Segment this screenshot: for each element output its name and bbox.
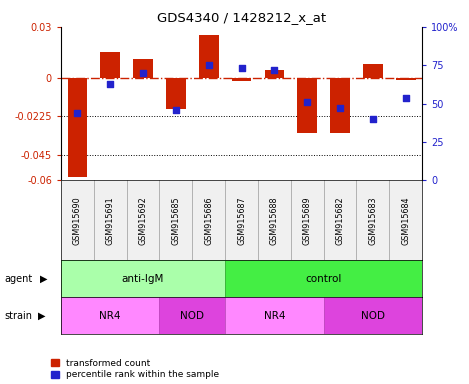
Text: NR4: NR4	[264, 311, 285, 321]
Text: NOD: NOD	[361, 311, 385, 321]
Text: GSM915692: GSM915692	[138, 196, 148, 245]
Bar	[396, 78, 416, 80]
Text: GSM915687: GSM915687	[237, 196, 246, 245]
Bar	[199, 35, 219, 78]
Text: GSM915688: GSM915688	[270, 196, 279, 245]
Bar	[297, 78, 317, 133]
Text: GSM915682: GSM915682	[335, 196, 345, 245]
Bar	[100, 53, 120, 78]
Bar	[61, 297, 159, 334]
Text: GSM915689: GSM915689	[303, 196, 312, 245]
Bar	[68, 78, 87, 177]
Legend: transformed count, percentile rank within the sample: transformed count, percentile rank withi…	[52, 359, 219, 379]
Text: agent: agent	[5, 274, 33, 284]
Bar	[61, 260, 225, 297]
Text: GSM915683: GSM915683	[368, 196, 378, 245]
Text: GSM915685: GSM915685	[171, 196, 181, 245]
Point	[271, 67, 278, 73]
Text: GSM915691: GSM915691	[106, 196, 115, 245]
Text: ▶: ▶	[38, 311, 46, 321]
Title: GDS4340 / 1428212_x_at: GDS4340 / 1428212_x_at	[157, 11, 326, 24]
Text: GSM915684: GSM915684	[401, 196, 410, 245]
Text: control: control	[305, 274, 342, 284]
Bar	[330, 78, 350, 133]
Bar	[265, 70, 284, 78]
Point	[336, 105, 344, 111]
Text: strain: strain	[5, 311, 33, 321]
Bar	[133, 59, 153, 78]
Bar	[225, 260, 422, 297]
Point	[106, 81, 114, 87]
Point	[402, 94, 409, 101]
Bar	[324, 297, 422, 334]
Point	[74, 110, 81, 116]
Bar	[225, 297, 324, 334]
Bar	[363, 65, 383, 78]
Text: NOD: NOD	[180, 311, 204, 321]
Point	[139, 70, 147, 76]
Text: NR4: NR4	[99, 311, 121, 321]
Text: GSM915686: GSM915686	[204, 196, 213, 245]
Point	[172, 107, 180, 113]
Point	[369, 116, 377, 122]
Bar	[232, 78, 251, 81]
Point	[303, 99, 311, 105]
Text: GSM915690: GSM915690	[73, 196, 82, 245]
Text: ▶: ▶	[40, 274, 47, 284]
Point	[238, 65, 245, 71]
Bar	[159, 297, 225, 334]
Point	[205, 62, 212, 68]
Text: anti-IgM: anti-IgM	[122, 274, 164, 284]
Bar	[166, 78, 186, 109]
